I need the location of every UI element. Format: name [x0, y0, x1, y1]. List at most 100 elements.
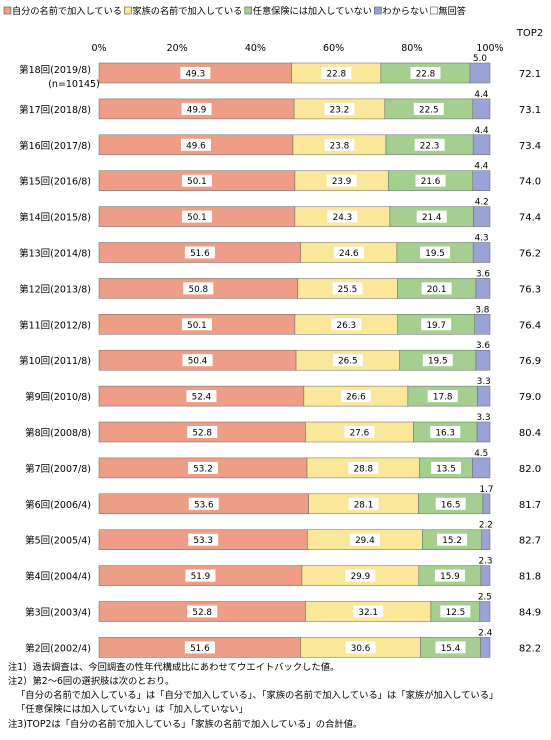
- x-tick-label: 20%: [167, 43, 188, 54]
- value-label-bg: [183, 282, 214, 295]
- value-label-bg: [326, 174, 357, 187]
- value-label-bg: [345, 569, 376, 582]
- value-label: 2.5: [478, 593, 492, 603]
- value-label-bg: [416, 210, 447, 223]
- value-label: 19.5: [425, 249, 445, 259]
- value-label: 3.3: [477, 377, 491, 387]
- value-label-bg: [440, 605, 471, 618]
- value-label-bg: [437, 533, 468, 546]
- legend: 自分の名前で加入している 家族の名前で加入している 任意保険には加入していない わから…: [3, 5, 466, 17]
- value-label-bg: [184, 246, 215, 259]
- value-label-bg: [415, 174, 446, 187]
- category-label: 第17回(2018/8): [19, 104, 91, 116]
- value-label: 50.8: [189, 285, 209, 295]
- value-label: 24.3: [333, 213, 353, 223]
- category-label: 第13回(2014/8): [19, 248, 91, 260]
- x-tick-label: 0%: [91, 43, 106, 54]
- value-label: 49.9: [187, 105, 207, 115]
- notes: 注1）過去調査は、今回調査の性年代構成比にあわせてウエイトバックした値。注2）第…: [8, 661, 498, 730]
- category-label: 第8回(2008/8): [25, 427, 91, 439]
- footnote: 「自分の名前で加入している」は「自分で加入している」、「家族の名前で加入している…: [16, 689, 498, 701]
- value-label: 23.8: [330, 141, 350, 151]
- value-label: 23.9: [332, 177, 352, 187]
- value-label: 19.5: [428, 357, 448, 367]
- legend-swatch-3: [374, 6, 382, 15]
- top2-value: 74.4: [519, 213, 541, 224]
- legend-label-0: 自分の名前で加入している: [12, 5, 122, 17]
- value-label-bg: [413, 102, 444, 115]
- value-label-bg: [344, 426, 375, 438]
- category-label: 第2回(2002/4): [25, 642, 91, 654]
- value-label: 50.1: [187, 321, 207, 331]
- category-label: 第3回(2003/4): [25, 607, 91, 619]
- category-label: 第11回(2012/8): [19, 319, 91, 331]
- value-label: 26.3: [337, 321, 357, 331]
- value-label-bg: [180, 138, 211, 151]
- value-label: 22.3: [420, 141, 440, 151]
- category-label: 第9回(2010/8): [25, 391, 91, 403]
- legend-label-1: 家族の名前で加入している: [132, 5, 242, 17]
- value-label-bg: [327, 210, 358, 223]
- value-label: 29.9: [351, 572, 371, 582]
- value-label-bg: [181, 210, 212, 223]
- value-label: 29.4: [355, 536, 375, 546]
- value-label-bg: [410, 67, 441, 79]
- top2-value: 80.4: [519, 428, 541, 439]
- bar-segment-3: [475, 278, 491, 299]
- value-label: 53.6: [194, 500, 214, 510]
- top2-value: 79.0: [519, 392, 541, 403]
- value-label-bg: [188, 461, 219, 474]
- bar-row: 第16回(2017/8) 49.6 23.8 22.3 4.4 73.4: [19, 126, 541, 156]
- value-label: 24.6: [339, 249, 359, 259]
- top2-value: 81.7: [519, 500, 541, 511]
- value-label: 2.3: [479, 557, 493, 567]
- value-label-bg: [421, 318, 452, 331]
- value-label-bg: [332, 354, 363, 367]
- bars: 第18回(2019/8) (n=10145) 49.3 22.8 22.8 5.0 72.1…: [19, 54, 541, 658]
- value-label: 22.5: [419, 105, 439, 115]
- value-label: 3.6: [476, 341, 490, 351]
- bar-segment-3: [472, 98, 491, 120]
- value-label: 21.6: [421, 177, 441, 187]
- value-label: 16.3: [435, 429, 455, 439]
- bar-row: 第10回(2011/8) 50.4 26.5 19.5 3.6 76.9: [19, 341, 541, 371]
- value-label: 30.6: [351, 644, 371, 654]
- value-label-bg: [430, 426, 461, 438]
- category-label: 第15回(2016/8): [19, 176, 91, 188]
- bar-row: 第4回(2004/4) 51.9 29.9 15.9 2.3 81.8: [25, 557, 541, 586]
- bar-row: 第14回(2015/8) 50.1 24.3 21.4 4.2 74.4: [19, 198, 541, 227]
- top2-value: 72.1: [519, 69, 541, 80]
- x-tick-label: 60%: [323, 43, 344, 54]
- bar-row: 第13回(2014/8) 51.6 24.6 19.5 4.3 76.2: [19, 234, 541, 263]
- value-label: 26.5: [338, 357, 358, 367]
- value-label: 5.0: [473, 54, 487, 64]
- value-label-bg: [435, 641, 466, 654]
- category-label: 第4回(2004/4): [25, 571, 91, 583]
- value-label: 51.6: [190, 644, 210, 654]
- bar-segment-3: [472, 457, 491, 479]
- x-tick-label: 80%: [401, 43, 422, 54]
- value-label: 26.6: [346, 393, 366, 403]
- value-label: 28.1: [354, 500, 374, 510]
- bar-segment-3: [472, 134, 491, 156]
- value-label: 13.5: [436, 464, 456, 474]
- x-tick-label: 100%: [476, 43, 503, 54]
- x-tick-label: 40%: [245, 43, 266, 54]
- legend-swatch-1: [124, 6, 132, 15]
- top2-value: 84.9: [519, 608, 541, 619]
- bar-segment-3: [472, 170, 491, 191]
- value-label-bg: [348, 461, 379, 474]
- value-label: 22.8: [327, 70, 347, 80]
- value-label: 32.1: [358, 608, 378, 618]
- bar-segment-3: [469, 62, 491, 84]
- category-label: 第18回(2019/8): [19, 64, 91, 76]
- footnote: 注1）過去調査は、今回調査の性年代構成比にあわせてウエイトバックした値。: [8, 661, 339, 673]
- category-label: 第10回(2011/8): [19, 355, 91, 367]
- value-label-bg: [345, 641, 376, 654]
- value-label: 52.8: [192, 429, 212, 439]
- bar-row: 第15回(2016/8) 50.1 23.9 21.6 4.4 74.0: [19, 162, 541, 191]
- value-label-bg: [324, 138, 355, 151]
- value-label: 51.6: [190, 249, 210, 259]
- value-label-bg: [187, 426, 218, 438]
